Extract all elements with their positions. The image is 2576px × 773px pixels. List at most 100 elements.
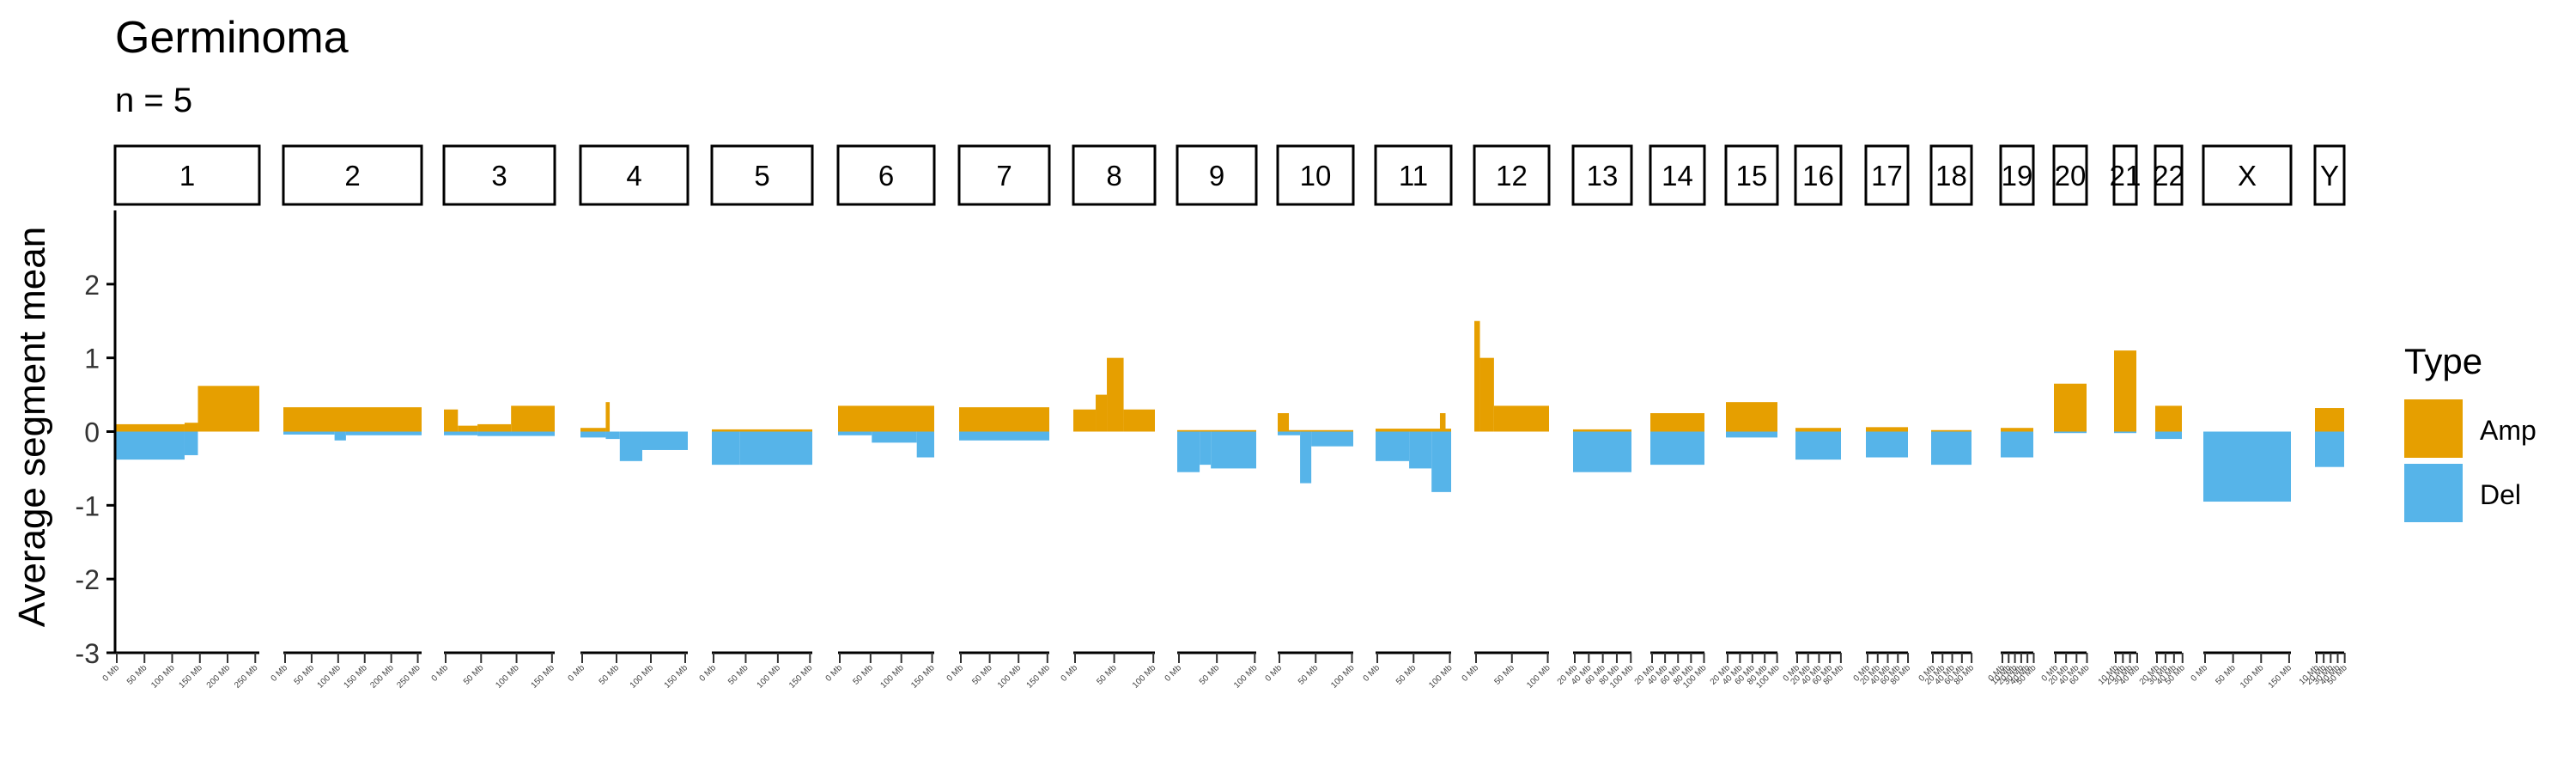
x-tick-label: 0 Mb [1060, 663, 1080, 684]
panel-strip [1864, 144, 1910, 206]
panel-strip-label: 4 [626, 160, 641, 192]
y-tick-label: 0 [84, 417, 100, 448]
x-tick-label: 50 Mb [2214, 663, 2238, 687]
amp-segment [2155, 405, 2182, 432]
x-tick-label: 50 Mb [1297, 663, 1321, 687]
x-tick-label: 50 Mb [852, 663, 876, 687]
panel-strip-label: X [2238, 160, 2257, 192]
amp-segment [283, 407, 422, 432]
del-segment [1866, 431, 1908, 458]
panel-strip-label: 2 [344, 160, 360, 192]
panel-strip-label: 1 [179, 160, 195, 192]
x-tick-label: 100 Mb [996, 663, 1024, 691]
panel-strip-label: 8 [1106, 160, 1121, 192]
chromosome-panel-8: 8 0 Mb 50 Mb 100 Mb [1060, 144, 1158, 691]
chromosome-panel-10: 100 Mb 50 Mb 100 Mb [1264, 144, 1357, 691]
panel-strip [957, 144, 1051, 206]
amp-segment [1795, 428, 1841, 432]
legend-swatch-del [2404, 464, 2463, 522]
del-segment [959, 431, 1049, 441]
del-segment [2155, 431, 2182, 440]
chromosome-panel-5: 50 Mb 50 Mb 100 Mb 150 Mb [698, 144, 815, 691]
x-tick-label: 100 Mb [1232, 663, 1260, 691]
x-tick-label: 100 Mb [1131, 663, 1158, 691]
amp-segment [1439, 413, 1446, 432]
del-segment [477, 431, 555, 436]
panel-strip [1072, 144, 1157, 206]
panel-strip-label: 20 [2055, 160, 2087, 192]
del-segment [184, 431, 198, 455]
del-segment [838, 431, 872, 435]
amp-segment [1278, 413, 1290, 432]
x-tick-label: 100 Mb [629, 663, 656, 691]
panel-strip [1571, 144, 1633, 206]
del-segment [1931, 431, 1971, 466]
x-tick-label: 0 Mb [1264, 663, 1285, 684]
chart-subtitle: n = 5 [115, 82, 193, 119]
x-tick-label: 50 Mb [1095, 663, 1119, 687]
del-segment [345, 431, 422, 435]
chromosome-panel-11: 11 0 Mb 50 Mb 100 Mb [1362, 144, 1455, 691]
amp-segment [1866, 427, 1908, 432]
panel-strip [579, 144, 690, 206]
x-tick-label: 100 Mb [878, 663, 906, 691]
x-tick-label: 150 Mb [530, 663, 557, 691]
x-tick-label: 50 Mb [1394, 663, 1419, 687]
del-segment [1795, 431, 1841, 460]
amp-segment [1726, 402, 1777, 432]
x-tick-label: 0 Mb [945, 663, 966, 684]
amp-segment [444, 409, 459, 432]
panel-strip [2052, 144, 2088, 206]
x-tick-label: 250 Mb [233, 663, 260, 691]
panel-strip [2202, 144, 2293, 206]
x-tick-label: 200 Mb [205, 663, 233, 691]
chromosome-panel-X: X 0 Mb 50 Mb 100 Mb 150 Mb [2190, 144, 2293, 691]
chromosome-panel-6: 6 0 Mb 50 Mb 100 Mb 150 Mb [824, 144, 937, 691]
amp-segment [605, 402, 611, 432]
panel-strip [1473, 144, 1551, 206]
panel-strip [2313, 144, 2346, 206]
x-tick-label: 150 Mb [909, 663, 937, 691]
del-segment [619, 431, 642, 461]
x-tick-label: 150 Mb [178, 663, 205, 691]
amp-segment [580, 428, 606, 432]
amp-segment [1073, 409, 1097, 432]
y-axis-label: Average segment mean [11, 227, 53, 627]
amp-segment [477, 423, 512, 432]
y-tick-label: 1 [84, 344, 100, 374]
del-segment [2054, 431, 2087, 434]
chromosome-panel-9: 9 0 Mb 50 Mb 100 Mb [1163, 144, 1260, 691]
x-tick-label: 100 Mb [149, 663, 177, 691]
panel-strip-label: 9 [1209, 160, 1224, 192]
x-tick-label: 50 Mb [462, 663, 486, 687]
x-tick-label: 50 Mb [970, 663, 994, 687]
del-segment [2001, 431, 2033, 458]
amp-segment [2114, 350, 2136, 432]
panel-strip-label: 19 [2002, 160, 2033, 192]
panel-strip [282, 144, 423, 206]
amp-segment [2054, 383, 2087, 432]
amp-segment [838, 405, 934, 432]
amp-segment [1493, 405, 1549, 432]
amp-segment [1177, 429, 1256, 432]
del-segment [1376, 431, 1410, 461]
panel-strip [442, 144, 556, 206]
x-tick-label: 150 Mb [342, 663, 369, 691]
panel-strip-label: 22 [2153, 160, 2184, 192]
del-segment [1650, 431, 1704, 466]
del-segment [1177, 431, 1200, 472]
panel-strip-label: 15 [1736, 160, 1768, 192]
amp-segment [1650, 413, 1704, 432]
panel-strip-label: 5 [754, 160, 769, 192]
amp-segment [511, 405, 555, 432]
del-segment [916, 431, 934, 458]
chromosome-panel-1: 1 0 Mb 50 Mb 100 Mb 150 Mb 200 Mb 250 Mb [101, 144, 261, 691]
panel-strip [1929, 144, 1973, 206]
amp-segment [2001, 428, 2033, 432]
amp-segment [184, 423, 198, 432]
